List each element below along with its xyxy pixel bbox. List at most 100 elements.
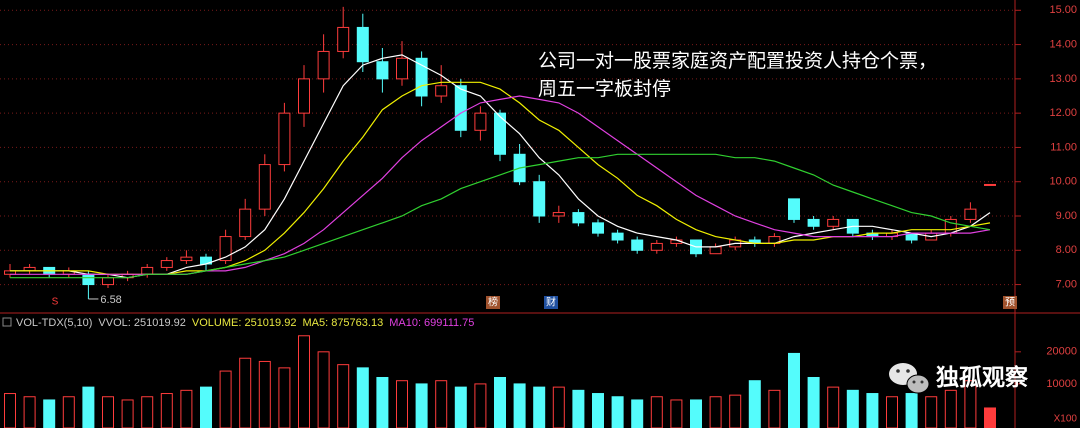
volume-bar xyxy=(592,393,604,428)
ma-line xyxy=(10,153,991,279)
volume-bar xyxy=(631,399,644,428)
volume-bar xyxy=(846,389,859,428)
candle-body xyxy=(435,85,448,97)
ma-line xyxy=(10,54,991,279)
event-marker-box xyxy=(1003,296,1017,309)
volume-bar xyxy=(984,407,996,428)
volume-bar xyxy=(82,386,95,428)
volume-bar xyxy=(827,386,840,428)
indicator-header: VOLUME: 251019.92 xyxy=(192,317,297,329)
volume-bar xyxy=(258,360,271,428)
volume-bar xyxy=(415,383,428,428)
annotation: 周五一字板封停 xyxy=(538,78,671,100)
volume-bar xyxy=(866,393,879,428)
candle-body xyxy=(494,112,506,155)
ma-line xyxy=(10,81,991,275)
volume-bar xyxy=(748,380,761,428)
volume-bar xyxy=(572,389,585,428)
candle-body xyxy=(337,26,350,52)
candle-body xyxy=(180,256,193,262)
candle-body xyxy=(160,260,173,268)
axis-unit: X100 xyxy=(1054,414,1078,425)
watermark-icon xyxy=(889,363,930,394)
candle-body xyxy=(474,112,487,131)
volume-bar xyxy=(121,399,134,428)
volume-bar xyxy=(43,399,56,428)
candle-body xyxy=(239,208,252,238)
candle-body xyxy=(552,212,565,217)
event-marker-box xyxy=(486,296,500,309)
volume-bar xyxy=(239,357,252,428)
event-marker-box xyxy=(544,296,558,309)
volume-bar xyxy=(670,399,683,428)
event-marker: S xyxy=(52,297,59,308)
volume-bar xyxy=(611,396,624,428)
indicator-header: MA5: 875763.13 xyxy=(302,317,383,329)
volume-bar xyxy=(435,380,448,428)
volume-bar xyxy=(474,383,487,428)
watermark: 独孤观察 xyxy=(936,364,1029,390)
y-tick-label: 13.00 xyxy=(1049,73,1077,85)
volume-bar xyxy=(533,386,546,428)
candle-body xyxy=(650,242,663,251)
volume-bar xyxy=(356,367,369,428)
volume-bar xyxy=(709,396,722,428)
volume-bar xyxy=(768,389,781,428)
volume-bar xyxy=(513,383,526,428)
volume-bar xyxy=(219,370,232,428)
volume-bar xyxy=(944,389,957,428)
candle-body xyxy=(592,222,604,234)
candle-body xyxy=(298,78,310,114)
volume-bar xyxy=(494,376,506,428)
volume-bar xyxy=(552,386,565,428)
low-marker-label: 6.58 xyxy=(100,294,121,306)
volume-bar xyxy=(454,386,467,428)
volume-bar xyxy=(807,376,820,428)
indicator-header: VOL-TDX(5,10) xyxy=(16,317,92,329)
candle-body xyxy=(611,232,624,241)
y-tick-label: 12.00 xyxy=(1049,107,1077,119)
candle-body xyxy=(572,212,585,224)
volume-bar xyxy=(396,380,408,428)
candle-body xyxy=(141,266,154,275)
volume-bar xyxy=(200,386,212,428)
plot-layer: 7.00 8.00 9.00 10.00 11.00 12.00 13.00 14.00 15.… xyxy=(0,4,1077,428)
candle-body xyxy=(454,85,467,131)
candle-body xyxy=(827,218,840,227)
event-marker: 财 xyxy=(546,296,556,309)
candle-body xyxy=(709,246,722,255)
y-tick-label: 14.00 xyxy=(1049,38,1077,50)
y-tick-label: 8.00 xyxy=(1056,244,1077,256)
volume-bar xyxy=(788,352,800,428)
candle-body xyxy=(788,198,800,220)
event-marker: 榜 xyxy=(488,296,498,309)
volume-bar xyxy=(905,393,918,428)
candle-body xyxy=(415,57,428,97)
y-tick-label: 7.00 xyxy=(1056,278,1077,290)
indicator-icon xyxy=(2,317,12,327)
candle-body xyxy=(219,236,232,262)
volume-bar xyxy=(690,399,702,428)
annotation: 公司一对一股票家庭资产配置投资人持仓个票， xyxy=(538,50,937,72)
volume-bar xyxy=(141,396,154,428)
volume-bar xyxy=(102,396,114,428)
candle-body xyxy=(807,218,820,227)
candle-body xyxy=(631,239,644,251)
volume-bar xyxy=(376,376,389,428)
indicator-header: MA10: 699111.75 xyxy=(389,317,474,329)
volume-bar xyxy=(317,351,330,428)
candle-body xyxy=(258,164,271,210)
volume-bar xyxy=(62,396,75,428)
volume-bar xyxy=(278,367,291,428)
candle-body xyxy=(356,26,369,63)
volume-bar xyxy=(729,394,742,428)
candle-body xyxy=(102,277,114,286)
event-marker: 预 xyxy=(1005,297,1015,309)
volume-bar xyxy=(180,389,193,428)
volume-bar xyxy=(650,396,663,428)
y-tick-label: 10000 xyxy=(1046,378,1077,390)
volume-bar xyxy=(298,335,310,428)
candle-body xyxy=(964,208,977,220)
